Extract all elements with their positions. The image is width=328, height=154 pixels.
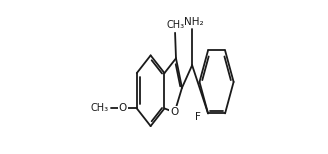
Text: CH₃: CH₃ xyxy=(90,103,108,113)
Text: O: O xyxy=(171,107,179,117)
Text: O: O xyxy=(119,103,127,113)
Text: CH₃: CH₃ xyxy=(166,20,184,30)
Text: F: F xyxy=(195,112,200,122)
Text: NH₂: NH₂ xyxy=(184,17,203,27)
